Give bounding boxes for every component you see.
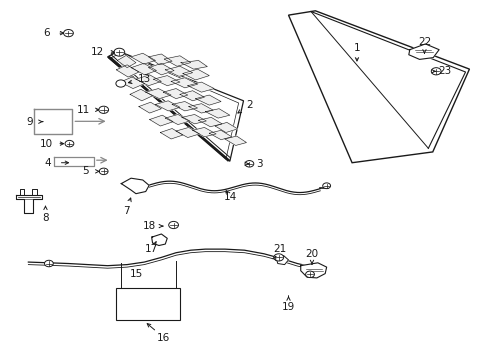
Polygon shape: [165, 66, 192, 76]
Polygon shape: [149, 115, 173, 126]
Text: 5: 5: [82, 166, 89, 176]
Circle shape: [244, 161, 253, 167]
Polygon shape: [300, 263, 326, 278]
Circle shape: [273, 254, 283, 261]
Polygon shape: [148, 54, 172, 65]
Polygon shape: [116, 65, 139, 77]
Polygon shape: [276, 256, 288, 265]
Text: 13: 13: [137, 74, 151, 84]
Text: 15: 15: [129, 269, 142, 279]
Circle shape: [63, 30, 73, 37]
Polygon shape: [215, 122, 237, 132]
Polygon shape: [181, 60, 207, 69]
Text: 6: 6: [43, 28, 50, 38]
Polygon shape: [198, 117, 222, 127]
Polygon shape: [121, 178, 149, 194]
Text: 22: 22: [417, 37, 430, 48]
Polygon shape: [176, 127, 199, 138]
Polygon shape: [148, 63, 174, 75]
Text: 12: 12: [91, 47, 104, 57]
Circle shape: [44, 260, 53, 267]
Circle shape: [65, 140, 74, 147]
Polygon shape: [209, 130, 231, 140]
Polygon shape: [16, 195, 41, 213]
Polygon shape: [153, 76, 180, 86]
Polygon shape: [107, 51, 243, 161]
Text: 20: 20: [305, 249, 318, 259]
Circle shape: [99, 106, 108, 113]
Bar: [116, 288, 180, 320]
Polygon shape: [130, 89, 152, 101]
Text: 10: 10: [40, 139, 53, 149]
Polygon shape: [136, 75, 161, 86]
Circle shape: [114, 48, 124, 56]
Text: 23: 23: [437, 66, 451, 76]
Polygon shape: [195, 95, 221, 105]
Text: 17: 17: [144, 244, 158, 254]
Text: 9: 9: [26, 117, 33, 127]
Text: 18: 18: [142, 221, 156, 231]
Circle shape: [430, 68, 440, 75]
Polygon shape: [180, 91, 204, 101]
Polygon shape: [172, 102, 197, 111]
Polygon shape: [160, 129, 183, 139]
Circle shape: [168, 221, 178, 229]
Polygon shape: [120, 77, 144, 89]
Circle shape: [99, 168, 108, 175]
Circle shape: [305, 271, 314, 278]
Circle shape: [116, 80, 125, 87]
Polygon shape: [171, 78, 197, 88]
Polygon shape: [288, 11, 468, 163]
Text: 19: 19: [281, 302, 295, 312]
Polygon shape: [145, 89, 171, 99]
Polygon shape: [182, 114, 206, 124]
Polygon shape: [224, 136, 246, 145]
Polygon shape: [139, 102, 161, 113]
Text: 14: 14: [224, 192, 237, 202]
Polygon shape: [188, 104, 213, 113]
Text: 21: 21: [272, 244, 286, 254]
Polygon shape: [131, 63, 156, 75]
Polygon shape: [165, 114, 189, 125]
Polygon shape: [131, 53, 155, 64]
Polygon shape: [163, 89, 187, 99]
Polygon shape: [151, 234, 167, 246]
Text: 3: 3: [255, 159, 262, 169]
Text: 2: 2: [245, 100, 252, 110]
Polygon shape: [408, 44, 438, 59]
Polygon shape: [192, 127, 216, 137]
Circle shape: [322, 183, 330, 189]
Text: 1: 1: [353, 42, 360, 53]
Polygon shape: [117, 55, 136, 68]
Text: 11: 11: [76, 105, 90, 115]
Text: 7: 7: [122, 206, 129, 216]
Polygon shape: [187, 82, 214, 92]
Polygon shape: [155, 101, 180, 111]
Polygon shape: [164, 56, 190, 66]
Text: 16: 16: [157, 333, 170, 343]
Polygon shape: [205, 109, 229, 118]
Polygon shape: [183, 69, 209, 80]
Text: 4: 4: [44, 158, 51, 168]
Text: 8: 8: [42, 213, 49, 223]
